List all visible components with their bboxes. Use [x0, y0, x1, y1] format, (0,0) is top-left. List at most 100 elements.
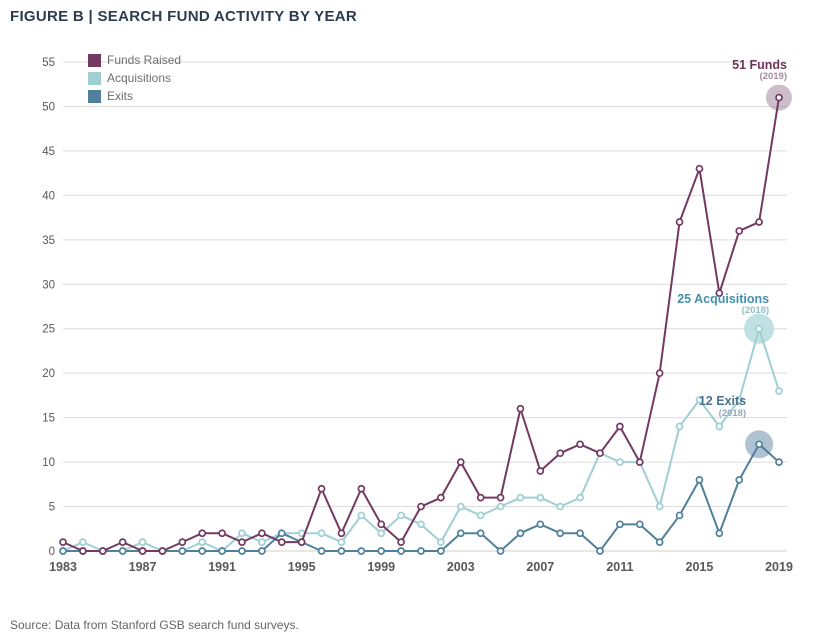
funds-raised-point	[655, 369, 664, 378]
x-axis-tick-label: 2011	[606, 560, 633, 574]
y-axis-tick-label: 5	[49, 502, 55, 514]
funds-raised-point	[178, 538, 187, 546]
y-axis-tick-label: 20	[42, 368, 55, 380]
acquisitions-point	[556, 502, 565, 511]
acquisitions-point	[695, 396, 704, 404]
exits-point	[417, 547, 425, 555]
funds-raised-point	[456, 458, 465, 466]
funds-raised-point	[516, 404, 525, 413]
funds-raised-point	[357, 484, 366, 493]
funds-raised-point	[158, 547, 167, 555]
legend-label-acquisitions: Acquisitions	[107, 71, 172, 85]
exits-point	[576, 529, 584, 538]
acquisitions-point	[715, 422, 724, 431]
exits-point	[675, 511, 684, 520]
chart-title: FIGURE B | SEARCH FUND ACTIVITY BY YEAR	[10, 8, 358, 25]
legend-item-acquisitions: Acquisitions	[88, 71, 181, 85]
exits-point	[357, 547, 366, 555]
funds-raised-point	[198, 529, 207, 538]
annotation-12-exits-year: (2018)	[718, 407, 747, 419]
funds-raised-point	[417, 502, 425, 511]
annotation-25-acquisitions-label: 25 Acquisitions	[677, 291, 770, 306]
y-axis-tick-label: 0	[49, 546, 55, 558]
funds-raised-point	[238, 538, 246, 546]
chart-legend: Funds Raised Acquisitions Exits	[88, 53, 181, 103]
exits-point	[596, 547, 604, 555]
x-axis-tick-label: 2019	[765, 560, 793, 574]
exits-point	[198, 547, 207, 555]
exits-point	[516, 529, 525, 538]
funds-raised-point	[258, 529, 266, 538]
funds-raised-point	[616, 422, 624, 431]
exits-point	[476, 529, 485, 538]
legend-swatch-exits-icon	[88, 89, 101, 103]
exits-point	[556, 529, 565, 538]
x-axis-tick-label: 1991	[208, 560, 236, 574]
exits-point	[317, 547, 326, 555]
funds-raised-point	[79, 547, 87, 555]
exits-point	[536, 520, 545, 529]
legend-swatch-funds-raised-icon	[88, 53, 101, 67]
x-axis-tick-label: 2007	[526, 560, 554, 574]
exits-point	[258, 547, 266, 555]
exits-point	[118, 547, 127, 555]
funds-raised-point	[337, 529, 346, 538]
funds-raised-point	[437, 493, 445, 502]
annotation-12-exits-label: 12 Exits	[698, 394, 747, 409]
funds-raised-point	[695, 164, 704, 173]
exits-point	[635, 520, 644, 529]
funds-raised-point	[218, 529, 226, 538]
y-axis-tick-label: 15	[42, 413, 55, 425]
exits-point	[616, 520, 624, 529]
exits-point	[456, 529, 465, 538]
exits-point	[496, 547, 505, 555]
y-axis-tick-label: 10	[42, 457, 55, 469]
acquisitions-point	[357, 511, 366, 520]
legend-label-funds-raised: Funds Raised	[107, 53, 182, 67]
exits-point	[59, 547, 67, 555]
exits-point	[755, 440, 763, 449]
acquisitions-point	[238, 529, 246, 538]
funds-raised-point	[576, 440, 584, 449]
funds-raised-point	[317, 484, 326, 493]
funds-raised-point	[675, 218, 684, 226]
funds-raised-point	[556, 449, 565, 458]
y-axis-tick-label: 55	[42, 57, 55, 69]
acquisitions-point	[417, 520, 425, 529]
acquisitions-point	[456, 502, 465, 511]
funds-raised-point	[397, 538, 405, 546]
acquisitions-point	[198, 538, 207, 546]
annotation-25-acquisitions: 25 Acquisitions (2018)	[677, 292, 769, 317]
exits-point	[178, 547, 187, 555]
legend-swatch-acquisitions-icon	[88, 71, 101, 85]
funds-raised-point	[715, 289, 724, 298]
exits-point	[218, 547, 226, 555]
y-axis-tick-label: 35	[42, 235, 55, 247]
legend-label-exits: Exits	[107, 89, 134, 103]
funds-raised-point	[775, 93, 783, 102]
funds-raised-line	[62, 96, 780, 552]
exits-point	[735, 476, 744, 484]
acquisitions-point	[496, 502, 505, 511]
acquisitions-point	[616, 458, 624, 466]
acquisitions-point	[437, 538, 445, 546]
acquisitions-point	[675, 422, 684, 431]
legend-item-funds-raised: Funds Raised	[88, 53, 181, 67]
funds-raised-point	[596, 449, 604, 458]
acquisitions-point	[735, 396, 744, 404]
acquisitions-point	[755, 324, 763, 333]
annotation-51-funds-label: 51 Funds	[732, 57, 787, 72]
funds-raised-point	[297, 538, 306, 546]
x-axis-tick-label: 1995	[288, 560, 316, 574]
funds-raised-point	[98, 547, 107, 555]
exits-point	[337, 547, 346, 555]
exits-point	[695, 476, 704, 484]
y-axis-tick-label: 40	[42, 190, 55, 202]
exits-point	[238, 547, 246, 555]
acquisitions-point	[377, 529, 386, 538]
funds-raised-point	[496, 493, 505, 502]
annotation-51-funds-year: (2019)	[759, 70, 787, 82]
legend-item-exits: Exits	[88, 89, 181, 103]
